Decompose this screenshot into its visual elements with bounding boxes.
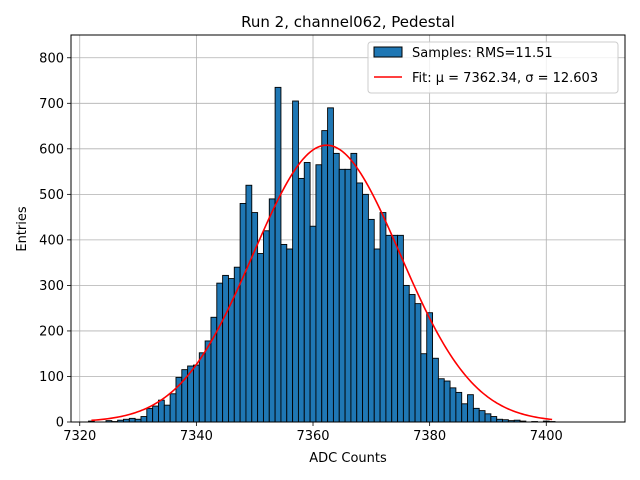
histogram-bar [467,394,474,423]
histogram-bar [303,162,311,423]
histogram-bar [449,387,457,423]
y-tick-label: 500 [39,188,64,203]
histogram-bars [88,86,556,423]
histogram-bar [222,274,229,423]
histogram-bar [169,393,177,423]
histogram-bar [338,168,346,423]
histogram-bar [321,130,329,423]
histogram-bar [292,100,299,423]
y-tick-label: 100 [39,370,64,385]
y-tick-label: 0 [56,416,64,431]
histogram-bar [146,407,154,423]
histogram-bar [478,410,486,423]
histogram-bar [344,168,352,423]
histogram-bar [297,177,305,423]
histogram-bar [443,380,451,423]
histogram-bar [420,353,428,423]
histogram-bar [332,152,340,423]
gaussian-fit-line [91,144,553,422]
x-axis-label: ADC Counts [309,451,387,466]
histogram-bar [315,164,323,423]
histogram-bar [262,230,270,423]
histogram-bar [245,184,253,423]
histogram-bar [128,417,136,423]
histogram-bar [193,364,200,423]
histogram-bar [228,278,235,423]
histogram-bar [490,416,498,423]
x-tick-label: 7380 [413,429,446,444]
histogram-bar [426,312,434,423]
x-tick-label: 7360 [296,429,329,444]
y-tick-label: 800 [39,51,64,66]
fit-curve-layer [91,144,553,422]
histogram-bar [437,378,445,423]
histogram-bar [152,405,159,423]
histogram-bar [268,198,276,423]
histogram-bar [239,203,247,423]
legend-box [367,41,619,94]
histogram-bar [163,404,171,423]
y-tick-label: 600 [39,142,64,157]
legend-fit-label: Fit: μ = 7362.34, σ = 12.603 [412,71,598,86]
histogram-bar [274,86,282,423]
histogram-bar [484,413,492,423]
legend-samples-label: Samples: RMS=11.51 [412,46,553,61]
histogram-bar [309,225,317,423]
histogram-bar [204,340,212,423]
histogram-bar [402,284,410,423]
histogram-bar [216,282,224,423]
histogram-bar [385,234,393,423]
histogram-bar [280,243,288,423]
y-tick-label: 200 [39,324,64,339]
y-axis-label: Entries [15,206,30,252]
histogram-bar [198,352,206,423]
histogram-bar [461,403,468,423]
histogram-bar [158,399,165,423]
y-tick-label: 700 [39,97,64,112]
histogram-bar [391,234,399,423]
plot-frame [70,34,626,423]
histogram-bar [408,294,416,423]
legend: Samples: RMS=11.51 Fit: μ = 7362.34, σ =… [367,41,619,94]
y-tick-label: 400 [39,233,64,248]
histogram-bar [373,248,381,423]
legend-samples-swatch [373,46,403,58]
histogram-bar [455,391,463,423]
histogram-bar [472,407,480,423]
histogram-bar [432,357,439,423]
histogram-bar [257,253,264,423]
histogram-bar [362,193,369,423]
histogram-bar [140,416,148,423]
y-tick-label: 300 [39,279,64,294]
x-tick-label: 7340 [180,429,213,444]
x-tick-label: 7400 [530,429,563,444]
chart-title: Run 2, channel062, Pedestal [241,13,455,31]
histogram-bar [356,182,364,423]
histogram-bar [367,218,375,423]
histogram-bar [286,248,294,423]
x-axis-ticks: 7320 7340 7360 7380 7400 [63,422,563,444]
x-tick-label: 7320 [63,429,96,444]
histogram-bar [379,212,387,423]
histogram-bar [327,107,334,423]
histogram-bar [414,303,422,423]
y-axis-ticks: 0 100 200 300 400 500 600 700 800 [39,51,71,431]
histogram-bar [397,234,404,423]
histogram-bar [350,152,358,423]
